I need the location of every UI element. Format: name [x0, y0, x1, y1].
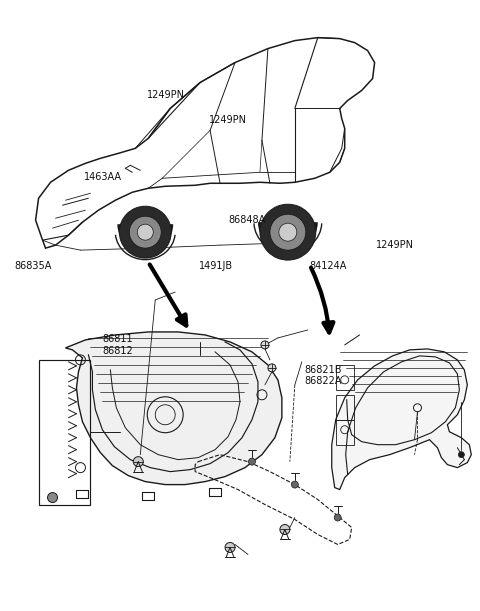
Circle shape — [334, 514, 341, 521]
Wedge shape — [258, 222, 318, 252]
Circle shape — [249, 458, 255, 465]
Circle shape — [279, 223, 297, 241]
Text: 86811
86812: 86811 86812 — [103, 334, 133, 356]
Text: 1491JB: 1491JB — [199, 261, 233, 271]
Circle shape — [458, 452, 464, 458]
Circle shape — [225, 543, 235, 552]
Circle shape — [291, 481, 299, 488]
Wedge shape — [260, 204, 316, 260]
Polygon shape — [332, 349, 471, 489]
Text: 86848A: 86848A — [228, 215, 265, 225]
Text: 1249PN: 1249PN — [147, 90, 185, 100]
Wedge shape — [120, 207, 171, 258]
Bar — [38, 360, 90, 505]
Circle shape — [280, 524, 290, 535]
Polygon shape — [65, 332, 282, 485]
Text: 1463AA: 1463AA — [84, 172, 122, 183]
Circle shape — [261, 341, 269, 349]
Text: 84124A: 84124A — [310, 261, 347, 271]
Text: 86835A: 86835A — [14, 261, 51, 271]
Circle shape — [48, 492, 58, 503]
Circle shape — [129, 216, 161, 248]
Text: 86821B
86822A: 86821B 86822A — [305, 365, 342, 386]
Wedge shape — [117, 224, 173, 252]
Circle shape — [137, 224, 153, 240]
Circle shape — [133, 456, 144, 467]
Text: 1249PN: 1249PN — [376, 240, 414, 249]
Text: 1249PN: 1249PN — [209, 115, 247, 125]
Circle shape — [268, 364, 276, 372]
Circle shape — [270, 214, 306, 250]
